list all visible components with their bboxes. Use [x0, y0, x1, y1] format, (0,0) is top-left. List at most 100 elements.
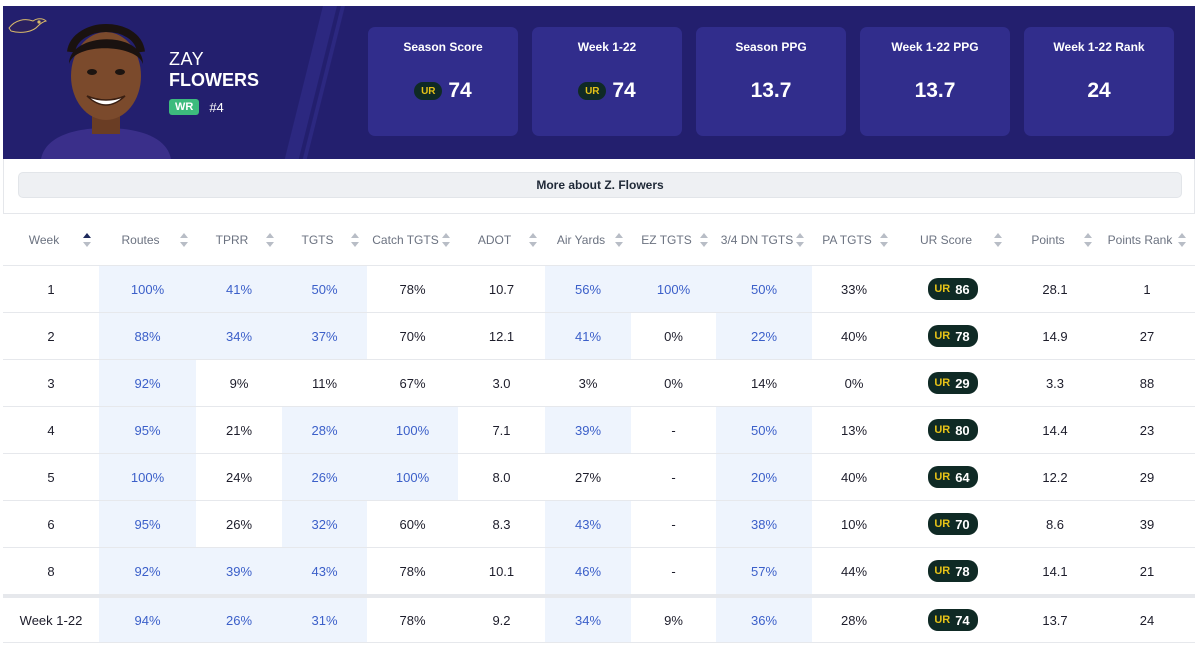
cell-air-yards: 56% [545, 266, 631, 312]
cell-tgts: 31% [282, 598, 367, 642]
ur-logo-icon: UR [578, 82, 607, 100]
stat-card-label: Season Score [403, 40, 483, 54]
cell-tprr: 26% [196, 598, 282, 642]
ur-logo-icon: UR [934, 283, 951, 295]
ur-logo-icon: UR [934, 471, 951, 483]
cell-tprr: 34% [196, 313, 282, 359]
more-about-button[interactable]: More about Z. Flowers [18, 172, 1182, 198]
sort-icon[interactable] [1178, 232, 1186, 247]
cell-value: 100% [130, 469, 165, 485]
cell-adot: 12.1 [458, 313, 545, 359]
header-pa-tgts[interactable]: PA TGTS [812, 214, 896, 265]
cell-air-yards: 43% [545, 501, 631, 547]
header-routes[interactable]: Routes [99, 214, 196, 265]
cell-routes: 100% [99, 454, 196, 500]
cell-routes: 92% [99, 548, 196, 594]
header-tgts[interactable]: TGTS [282, 214, 367, 265]
cell-tprr: 21% [196, 407, 282, 453]
sort-icon[interactable] [615, 232, 623, 247]
cell-value: 14.4 [1042, 422, 1068, 438]
cell-routes: 95% [99, 501, 196, 547]
position-badge: WR [169, 99, 200, 115]
cell-34-dn-tgts: 36% [716, 598, 812, 642]
cell-value: - [671, 422, 676, 438]
cell-catch-tgts: 100% [367, 454, 458, 500]
sort-icon[interactable] [83, 232, 91, 247]
header-ur-score[interactable]: UR Score [896, 214, 1010, 265]
cell-34-dn-tgts: 22% [716, 313, 812, 359]
sort-icon[interactable] [796, 232, 804, 247]
ur-logo-icon: UR [934, 614, 951, 626]
cell-value: 26% [225, 612, 253, 628]
ur-score-badge: UR 80 [928, 419, 978, 441]
sort-icon[interactable] [880, 232, 888, 247]
header-tprr[interactable]: TPRR [196, 214, 282, 265]
cell-value: 9.2 [492, 612, 511, 628]
cell-points: 28.1 [1010, 266, 1100, 312]
cell-value: 36% [750, 612, 778, 628]
cell-value: 1 [47, 281, 55, 297]
sort-icon[interactable] [1084, 232, 1092, 247]
cell-value: 67% [399, 375, 426, 391]
cell-points: 12.2 [1010, 454, 1100, 500]
cell-value: 26% [311, 469, 338, 485]
header-adot[interactable]: ADOT [458, 214, 545, 265]
header-catch-tgts[interactable]: Catch TGTS [367, 214, 458, 265]
header-week[interactable]: Week [3, 214, 99, 265]
ur-score-value: 80 [955, 422, 970, 438]
header-air-yards[interactable]: Air Yards [545, 214, 631, 265]
cell-ez-tgts: 0% [631, 313, 716, 359]
cell-week: 6 [3, 501, 99, 547]
header-ez-tgts[interactable]: EZ TGTS [631, 214, 716, 265]
cell-value: 44% [840, 563, 868, 579]
cell-value: 3% [578, 375, 598, 391]
sort-icon[interactable] [700, 232, 708, 247]
sort-icon[interactable] [266, 232, 274, 247]
header-points-rank[interactable]: Points Rank [1100, 214, 1194, 265]
cell-value: 3.0 [492, 375, 511, 391]
cell-points-rank: 39 [1100, 501, 1194, 547]
sort-icon[interactable] [529, 232, 537, 247]
ur-score-badge: UR 78 [928, 560, 978, 582]
cell-week: 2 [3, 313, 99, 359]
cell-tprr: 39% [196, 548, 282, 594]
cell-ur-score: UR 74 [896, 598, 1010, 642]
cell-value: 92% [134, 375, 161, 391]
table-row: 6 95% 26% 32% 60% 8.3 43% - 38% 10% UR 70 8.6 39 [3, 501, 1195, 548]
cell-points-rank: 27 [1100, 313, 1194, 359]
cell-value: 32% [311, 516, 338, 532]
cell-value: 43% [574, 516, 602, 532]
header-34-dn-tgts[interactable]: 3/4 DN TGTS [716, 214, 812, 265]
cell-34-dn-tgts: 14% [716, 360, 812, 406]
player-name: ZAY FLOWERS [169, 49, 259, 91]
stat-card-value: 74 [448, 79, 472, 102]
cell-air-yards: 39% [545, 407, 631, 453]
sort-icon[interactable] [994, 232, 1002, 247]
table-header-row: Week Routes TPRR TGTS Catch TGTS ADOT Air Yard… [3, 214, 1195, 266]
cell-tprr: 26% [196, 501, 282, 547]
cell-air-yards: 41% [545, 313, 631, 359]
sort-icon[interactable] [180, 232, 188, 247]
header-label: TGTS [301, 232, 334, 247]
cell-tprr: 41% [196, 266, 282, 312]
table-row: 3 92% 9% 11% 67% 3.0 3% 0% 14% 0% UR 29 3.3 88 [3, 360, 1195, 407]
player-first-name: ZAY [169, 49, 205, 69]
stat-card-value-wrap: 13.7 [696, 79, 846, 103]
cell-value: 41% [574, 328, 602, 344]
cell-value: 13% [840, 422, 868, 438]
stat-card-value: 24 [1087, 79, 1111, 102]
cell-value: 41% [225, 281, 253, 297]
sort-icon[interactable] [351, 232, 359, 247]
ur-logo-icon: UR [934, 518, 951, 530]
sort-icon[interactable] [442, 232, 450, 247]
cell-tgts: 37% [282, 313, 367, 359]
cell-ur-score: UR 80 [896, 407, 1010, 453]
header-points[interactable]: Points [1010, 214, 1100, 265]
cell-ez-tgts: - [631, 501, 716, 547]
table-total-row: Week 1-22 94% 26% 31% 78% 9.2 34% 9% 36% 28% UR 74 1… [3, 595, 1195, 643]
cell-value: 14% [750, 375, 778, 391]
ur-score-value: 86 [955, 281, 970, 297]
cell-value: 8.3 [492, 516, 511, 532]
stat-card-value: 13.7 [914, 79, 956, 102]
cell-value: 78% [399, 612, 426, 628]
